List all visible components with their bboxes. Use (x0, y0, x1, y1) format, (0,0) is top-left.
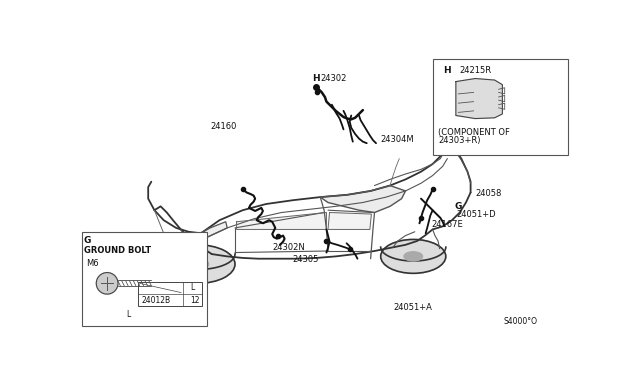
Text: 24304M: 24304M (381, 135, 414, 144)
Bar (81, 232, 207, 326)
Polygon shape (328, 212, 371, 230)
Polygon shape (200, 222, 227, 239)
Text: L: L (190, 283, 195, 292)
Text: 24305: 24305 (292, 255, 319, 264)
Ellipse shape (161, 245, 235, 283)
Ellipse shape (187, 259, 209, 269)
Text: G: G (84, 236, 92, 246)
Text: 24302: 24302 (320, 74, 347, 83)
Text: 24167E: 24167E (431, 220, 463, 229)
Text: 24051+A: 24051+A (394, 302, 433, 312)
Text: S4000°O: S4000°O (504, 317, 538, 326)
Text: 12: 12 (190, 296, 200, 305)
Text: 24051+D: 24051+D (457, 210, 496, 219)
Text: 24303+R): 24303+R) (438, 136, 481, 145)
Text: 24302N: 24302N (272, 243, 305, 252)
Text: M6: M6 (86, 259, 99, 268)
Polygon shape (320, 186, 406, 212)
Text: 24160: 24160 (210, 122, 237, 131)
Circle shape (96, 273, 118, 294)
Ellipse shape (381, 240, 446, 273)
Bar (433, 58, 568, 155)
Text: 24058: 24058 (476, 189, 502, 198)
Text: L: L (127, 310, 131, 319)
Text: H: H (312, 74, 320, 83)
Polygon shape (456, 78, 502, 119)
Text: 24215R: 24215R (460, 66, 492, 75)
Text: (COMPONENT OF: (COMPONENT OF (438, 128, 510, 137)
Text: 24012B: 24012B (142, 296, 171, 305)
Text: GROUND BOLT: GROUND BOLT (84, 246, 151, 254)
Text: H: H (444, 66, 451, 75)
Text: G: G (454, 202, 461, 211)
Ellipse shape (404, 252, 422, 261)
Polygon shape (237, 212, 326, 230)
Bar (138, 282, 202, 307)
